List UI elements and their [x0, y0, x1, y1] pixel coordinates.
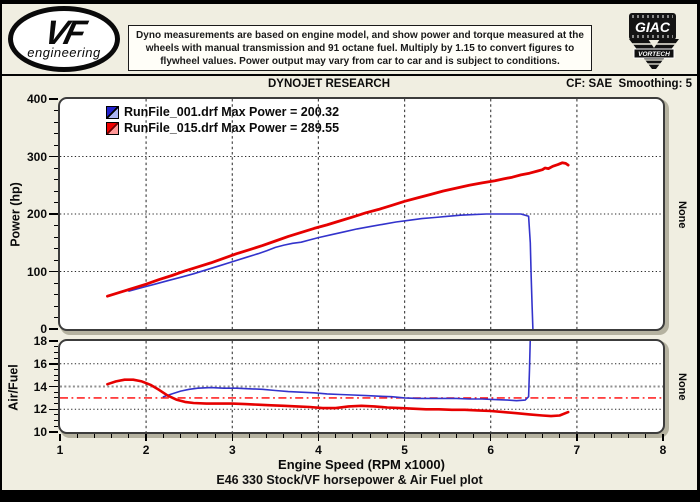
y-major-tick [49, 408, 58, 410]
y-tick-label: 14 [33, 379, 47, 394]
x-minor-tick [128, 434, 130, 438]
x-minor-tick [524, 434, 526, 438]
x-tick-label: 7 [573, 443, 581, 457]
giac-logo: GIAC [629, 13, 676, 40]
airfuel-chart-frame [58, 339, 665, 434]
x-minor-tick [300, 434, 302, 438]
x-minor-tick [214, 434, 216, 438]
header-divider [2, 74, 697, 76]
y-major-tick [49, 328, 58, 330]
vf-engineering-logo: VF engineering [8, 6, 120, 72]
x-minor-tick [283, 434, 285, 438]
x-tick-label: 4 [315, 443, 322, 457]
run1-legend-label: RunFile_001.drf Max Power = 200.32 [124, 105, 340, 119]
vf-logo-subtext: engineering [27, 45, 101, 61]
x-minor-tick [438, 434, 440, 438]
dynojet-research-title: DYNOJET RESEARCH [267, 78, 391, 90]
vf-logo-mark: VF [40, 13, 88, 52]
x-minor-tick [472, 434, 474, 438]
y-tick-label: 18 [33, 334, 47, 348]
run2-legend-label: RunFile_015.drf Max Power = 289.55 [124, 121, 340, 135]
run1-color-swatch-icon [106, 105, 119, 119]
x-major-tick [489, 434, 492, 441]
giac-logo-text: GIAC [635, 18, 670, 35]
y-major-tick [49, 363, 58, 365]
y-major-tick [49, 98, 58, 100]
y-tick-label: 16 [33, 356, 47, 371]
x-minor-tick [249, 434, 250, 438]
x-tick-label: 3 [228, 443, 236, 457]
y-major-tick [49, 385, 58, 388]
dyno-report-content: VF engineering Dyno measurements are bas… [2, 4, 697, 490]
y-tick-label: 0 [40, 322, 47, 336]
airfuel-right-label: None [676, 373, 688, 401]
y-tick-label: 12 [33, 402, 47, 417]
x-minor-tick [559, 434, 561, 438]
x-minor-tick [76, 434, 78, 438]
x-minor-tick [421, 434, 423, 438]
x-minor-tick [593, 434, 595, 438]
airfuel-chart-plot [60, 341, 663, 432]
x-minor-tick [266, 434, 268, 438]
x-axis-title: Engine Speed (RPM x1000) [278, 457, 445, 472]
run2-color-swatch-icon [106, 121, 119, 135]
x-minor-tick [455, 434, 457, 438]
power-chart-frame [58, 97, 665, 331]
power-chart-plot [60, 99, 663, 329]
cf-smoothing-status: CF: SAE Smoothing: 5 [566, 78, 692, 90]
disclaimer-line-2: wheels with manual transmission and 91 o… [145, 43, 575, 55]
x-tick-label: 5 [401, 443, 408, 457]
vortech-v-icon: VORTECH [629, 39, 679, 69]
x-minor-tick [386, 434, 388, 438]
y-tick-label: 10 [33, 425, 47, 439]
x-minor-tick [335, 434, 337, 438]
x-minor-tick [645, 434, 647, 438]
x-minor-tick [197, 434, 199, 438]
x-major-tick [576, 434, 578, 441]
x-tick-label: 8 [659, 443, 667, 457]
y-major-tick [49, 155, 58, 158]
y-major-tick [49, 340, 58, 342]
y-major-tick [49, 213, 58, 215]
y-major-tick [49, 270, 58, 273]
x-tick-label: 1 [56, 443, 64, 457]
x-minor-tick [369, 434, 371, 438]
legend-row-run1: RunFile_001.drf Max Power = 200.32 [106, 104, 339, 120]
legend-row-run2: RunFile_015.drf Max Power = 289.55 [106, 120, 339, 136]
power-axis-title: Power (hp) [8, 182, 23, 247]
disclaimer-box: Dyno measurements are based on engine mo… [128, 25, 592, 71]
y-tick-label: 400 [26, 92, 47, 106]
y-major-tick [49, 431, 58, 433]
x-tick-label: 2 [142, 443, 150, 457]
disclaimer-line-1: Dyno measurements are based on engine mo… [136, 30, 584, 41]
svg-text:VORTECH: VORTECH [638, 51, 670, 58]
x-major-tick [59, 434, 61, 441]
x-minor-tick [610, 434, 612, 438]
x-minor-tick [352, 434, 354, 438]
x-minor-tick [628, 434, 630, 438]
x-minor-tick [162, 434, 164, 438]
airfuel-axis-title: Air/Fuel [6, 364, 21, 411]
x-minor-tick [507, 434, 509, 438]
vortech-logo: VORTECH [627, 39, 681, 69]
x-major-tick [403, 434, 406, 441]
x-tick-label: 6 [487, 443, 495, 457]
x-minor-tick [180, 434, 182, 438]
x-major-tick [231, 434, 234, 441]
x-minor-tick [111, 434, 113, 438]
x-minor-tick [93, 434, 95, 438]
disclaimer-line-3: flywheel values. Power output may vary f… [160, 56, 560, 68]
x-major-tick [145, 434, 147, 441]
power-right-label: None [676, 201, 688, 229]
run-legend: RunFile_001.drf Max Power = 200.32 RunFi… [106, 104, 339, 136]
chart-caption: E46 330 Stock/VF horsepower & Air Fuel p… [216, 473, 483, 487]
x-major-tick [317, 434, 320, 441]
x-minor-tick [541, 434, 543, 438]
x-major-tick [662, 434, 664, 441]
